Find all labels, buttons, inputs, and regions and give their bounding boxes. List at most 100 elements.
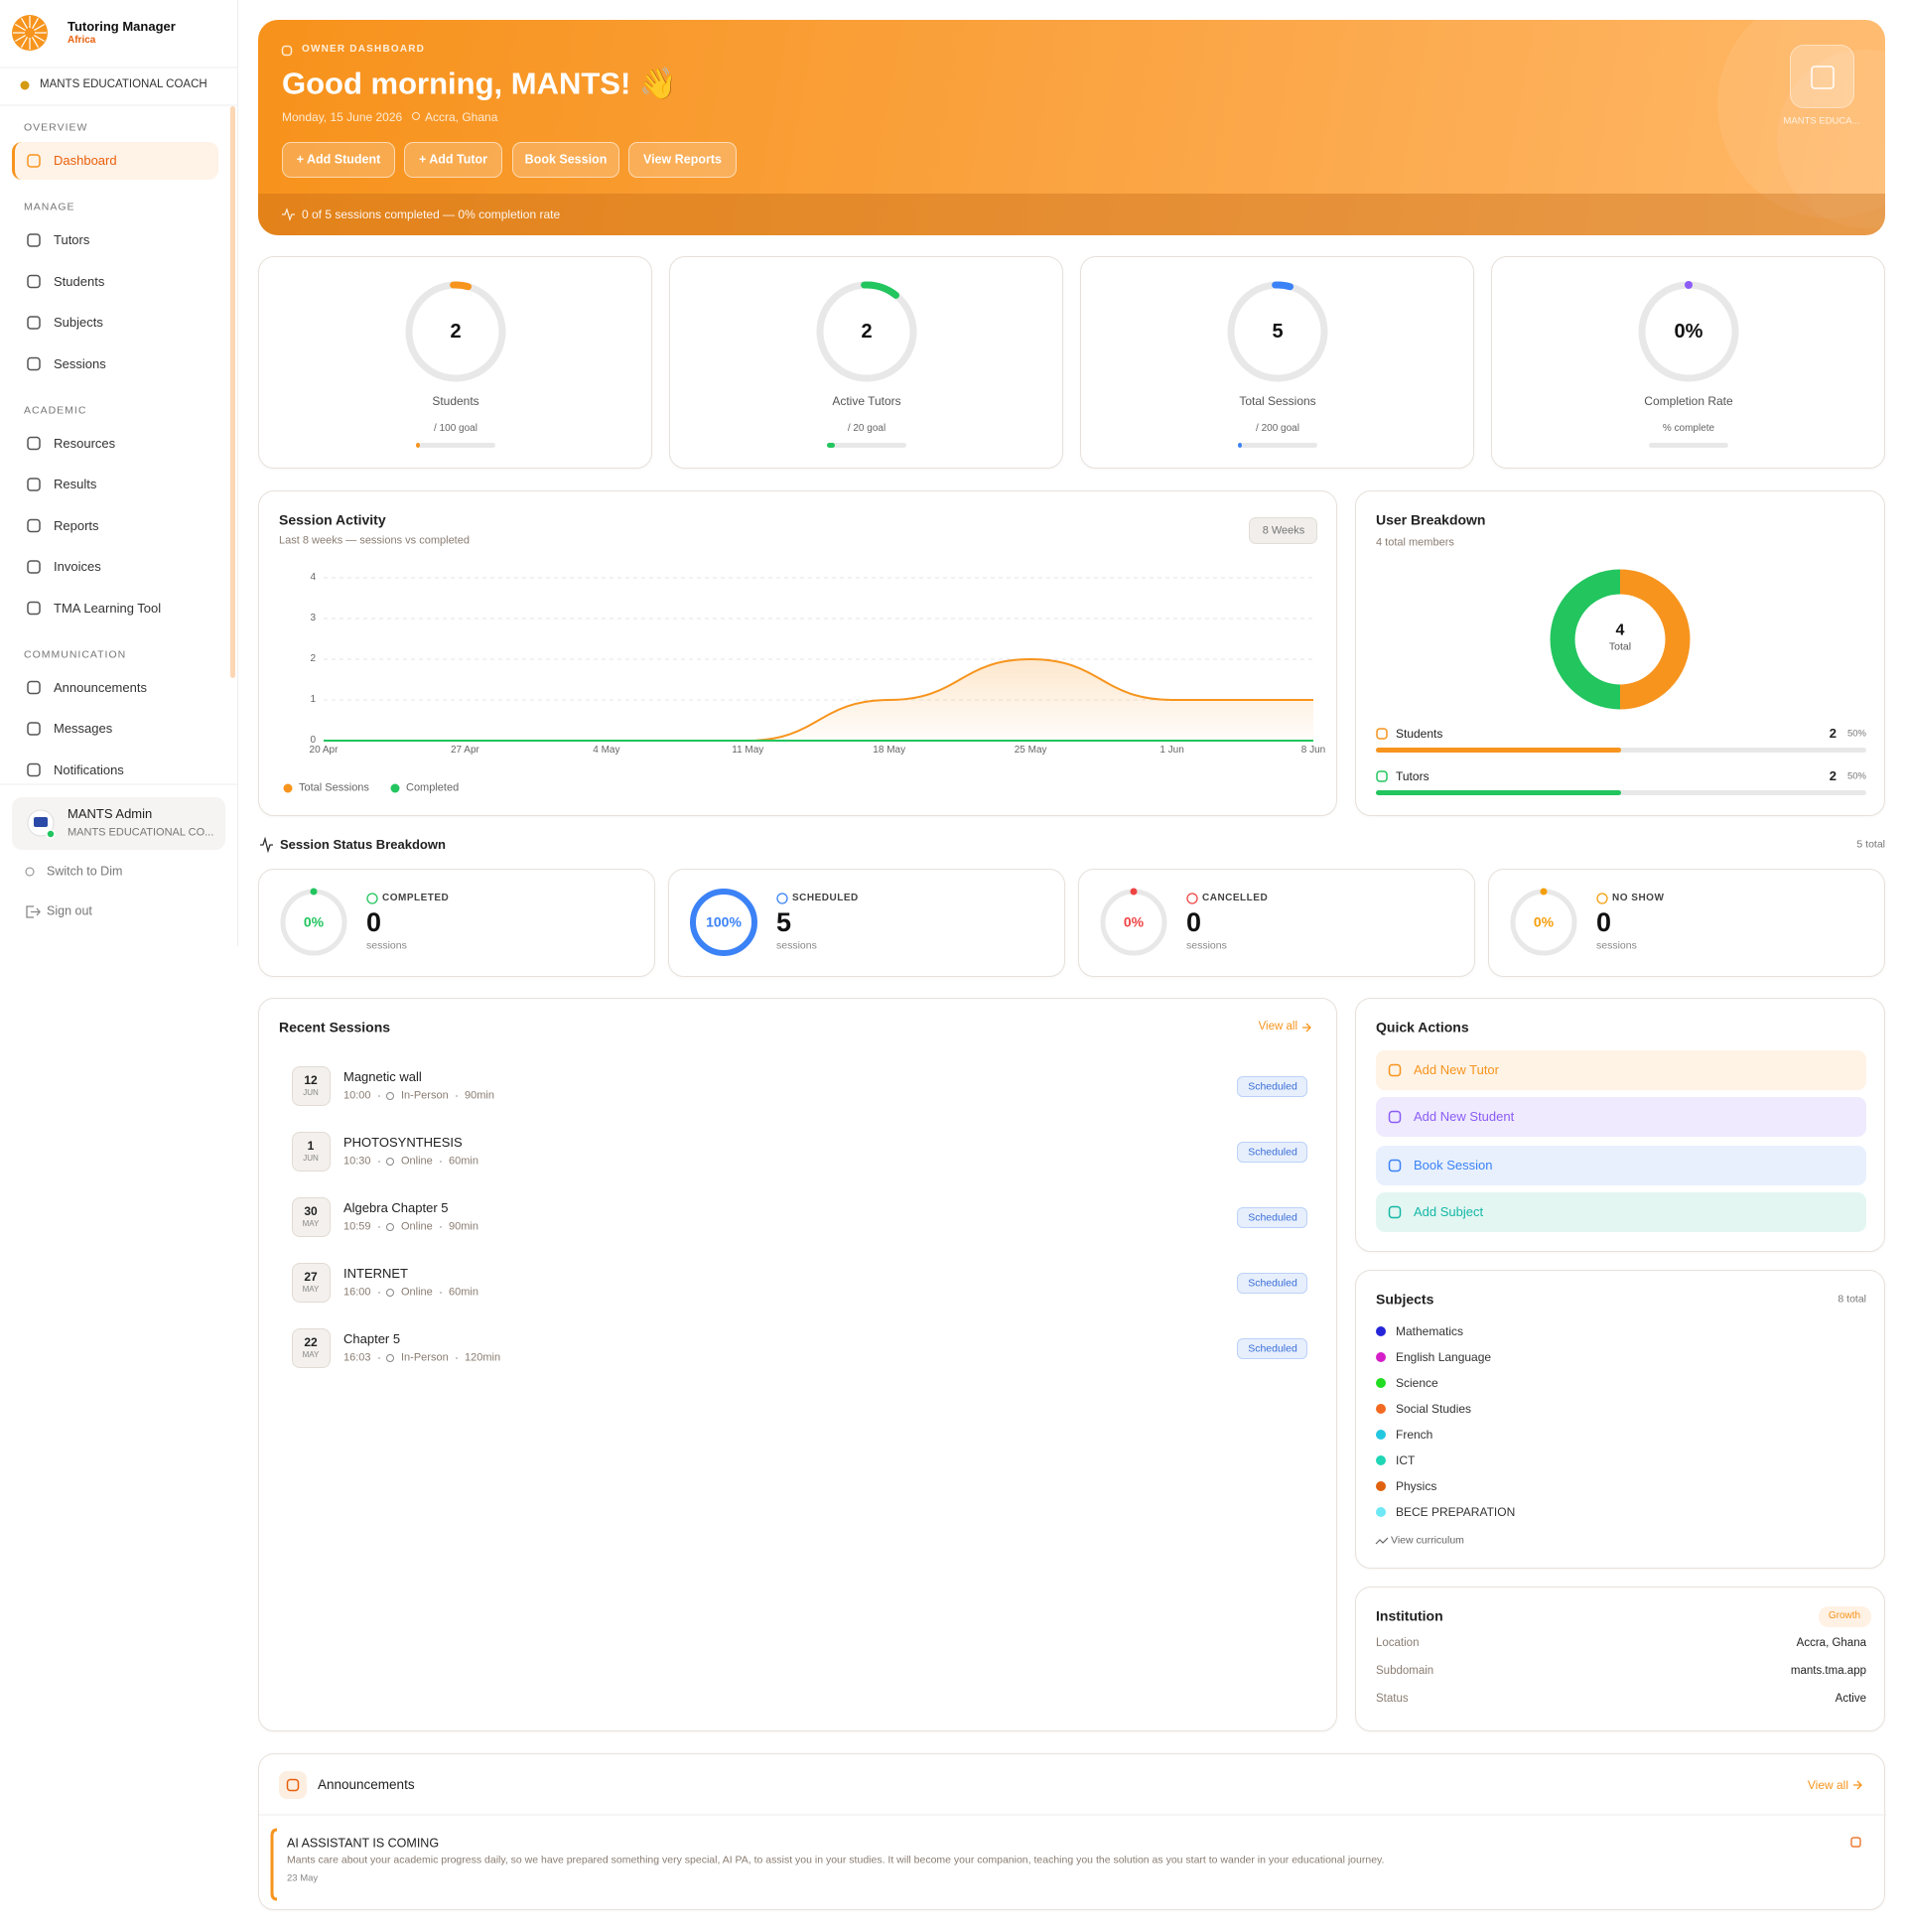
group-count: 2 bbox=[1829, 726, 1837, 742]
graphic bbox=[1100, 888, 1198, 956]
hero-action-label[interactable]: Book Session bbox=[524, 152, 608, 167]
announcement-date: 23 May bbox=[287, 1872, 319, 1884]
icon bbox=[27, 316, 41, 330]
recent-sessions: Recent Sessions View all 12 JUN Magnetic wal… bbox=[258, 998, 1337, 1731]
graphic bbox=[259, 1780, 1886, 1901]
range-button-label[interactable]: 8 Weeks bbox=[1262, 524, 1305, 537]
separator-dot bbox=[440, 1292, 442, 1294]
hero-action[interactable]: View Reports bbox=[628, 142, 737, 178]
hero-action-label[interactable]: + Add Student bbox=[296, 152, 381, 167]
graphic bbox=[260, 836, 273, 854]
hero-action-label[interactable]: + Add Tutor bbox=[418, 152, 488, 167]
graphic bbox=[27, 478, 41, 491]
quick-action[interactable]: Add New Tutor bbox=[1376, 1050, 1866, 1090]
status-percent: 0% bbox=[1123, 913, 1145, 930]
graphic bbox=[27, 680, 41, 695]
nav-item[interactable]: Dashboard bbox=[54, 153, 117, 169]
quick-action-label[interactable]: Add Subject bbox=[1414, 1204, 1484, 1220]
scrollbar bbox=[230, 106, 235, 678]
user-org: MANTS EDUCATIONAL CO... bbox=[68, 826, 214, 839]
sign-out[interactable]: Sign out bbox=[47, 903, 92, 918]
session-mode: In-Person bbox=[401, 1351, 449, 1364]
ring-progress bbox=[1540, 888, 1548, 896]
status-count: 5 bbox=[776, 906, 792, 937]
curriculum-link[interactable]: View curriculum bbox=[1391, 1534, 1464, 1547]
quick-action[interactable]: Book Session bbox=[1376, 1146, 1866, 1185]
announcements: Announcements View all AI ASSISTANT IS COM… bbox=[258, 1753, 1886, 1910]
status-icon bbox=[1186, 893, 1198, 904]
nav-item[interactable]: Invoices bbox=[54, 559, 101, 575]
quick-action[interactable]: Add New Student bbox=[1376, 1097, 1866, 1137]
graphic bbox=[1376, 770, 1388, 782]
hero-action[interactable]: + Add Tutor bbox=[404, 142, 502, 178]
session-time: 16:03 bbox=[343, 1351, 371, 1364]
status-card: 0% CANCELLED 0 sessions bbox=[1078, 869, 1475, 977]
nav-item[interactable]: Announcements bbox=[54, 679, 147, 695]
bar-fill bbox=[1376, 748, 1621, 753]
nav-item[interactable]: Resources bbox=[54, 435, 116, 451]
sidebar: Tutoring Manager Africa MANTS EDUCATIONAL … bbox=[0, 0, 238, 946]
group-name: Students bbox=[1396, 726, 1443, 741]
hero-action[interactable]: Book Session bbox=[512, 142, 619, 178]
view-all-link[interactable]: View all bbox=[1258, 1021, 1297, 1034]
accent-bar bbox=[270, 1828, 278, 1901]
hero-action-label[interactable]: View Reports bbox=[643, 152, 722, 167]
series-area bbox=[324, 659, 1313, 741]
info-value: Accra, Ghana bbox=[1796, 1637, 1866, 1650]
status-card: 0% NO SHOW 0 sessions bbox=[1488, 869, 1885, 977]
theme-toggle[interactable]: Switch to Dim bbox=[47, 864, 123, 879]
separator-dot bbox=[456, 1357, 458, 1359]
session-title: PHOTOSYNTHESIS bbox=[343, 1135, 463, 1151]
status-pill-label: Scheduled bbox=[1248, 1211, 1297, 1224]
nav-item[interactable]: Students bbox=[54, 273, 105, 289]
icon bbox=[1388, 1159, 1402, 1173]
subject-dot bbox=[1376, 1352, 1386, 1362]
stat-label: Students bbox=[432, 393, 479, 408]
nav-item[interactable]: Reports bbox=[54, 517, 99, 533]
graphic bbox=[27, 356, 41, 371]
icon bbox=[27, 560, 41, 574]
icon bbox=[1388, 1110, 1402, 1124]
icon bbox=[27, 680, 41, 695]
location-icon bbox=[412, 112, 420, 120]
separator-dot bbox=[440, 1161, 442, 1163]
status-pill: Scheduled bbox=[1237, 1273, 1307, 1294]
nav-item[interactable]: Subjects bbox=[54, 315, 103, 331]
nav-item[interactable]: Sessions bbox=[54, 355, 106, 371]
logo-ray bbox=[14, 23, 26, 32]
icon bbox=[1388, 1205, 1402, 1219]
ring-progress bbox=[310, 888, 318, 896]
arrow-icon bbox=[1853, 1780, 1862, 1790]
icon bbox=[27, 518, 41, 533]
graphic bbox=[27, 762, 41, 777]
quick-action[interactable]: Add Subject bbox=[1376, 1192, 1866, 1232]
nav-item[interactable]: Messages bbox=[54, 721, 113, 737]
mode-icon bbox=[386, 1158, 394, 1166]
range-button[interactable]: 8 Weeks bbox=[1249, 517, 1317, 544]
stat-card: 2 Students / 100 goal bbox=[258, 256, 652, 469]
quick-action-label[interactable]: Book Session bbox=[1414, 1158, 1493, 1173]
status-pill-label: Scheduled bbox=[1248, 1277, 1297, 1290]
plan-badge-label: Growth bbox=[1828, 1610, 1861, 1621]
quick-action-label[interactable]: Add New Tutor bbox=[1414, 1062, 1499, 1078]
session-duration: 120min bbox=[465, 1351, 501, 1364]
subject-name: Mathematics bbox=[1396, 1323, 1464, 1338]
view-all-link[interactable]: View all bbox=[1807, 1777, 1848, 1792]
session-activity: Session Activity Last 8 weeks — sessions … bbox=[258, 490, 1337, 816]
separator-dot bbox=[378, 1095, 380, 1097]
status-pill: Scheduled bbox=[1237, 1076, 1307, 1097]
quick-action-label[interactable]: Add New Student bbox=[1414, 1109, 1515, 1125]
icon bbox=[1376, 770, 1388, 782]
subject-name: Social Studies bbox=[1396, 1401, 1472, 1416]
hero-action[interactable]: + Add Student bbox=[282, 142, 395, 178]
nav-item[interactable]: Tutors bbox=[54, 232, 90, 248]
separator-dot bbox=[378, 1357, 380, 1359]
subject-name: English Language bbox=[1396, 1349, 1492, 1364]
nav-item[interactable]: TMA Learning Tool bbox=[54, 600, 162, 616]
nav-item[interactable]: Results bbox=[54, 477, 97, 492]
logo-ray bbox=[20, 37, 29, 49]
status-pill: Scheduled bbox=[1237, 1338, 1307, 1359]
stat-card: 0% Completion Rate % complete bbox=[1491, 256, 1885, 469]
nav-item[interactable]: Notifications bbox=[54, 761, 124, 777]
